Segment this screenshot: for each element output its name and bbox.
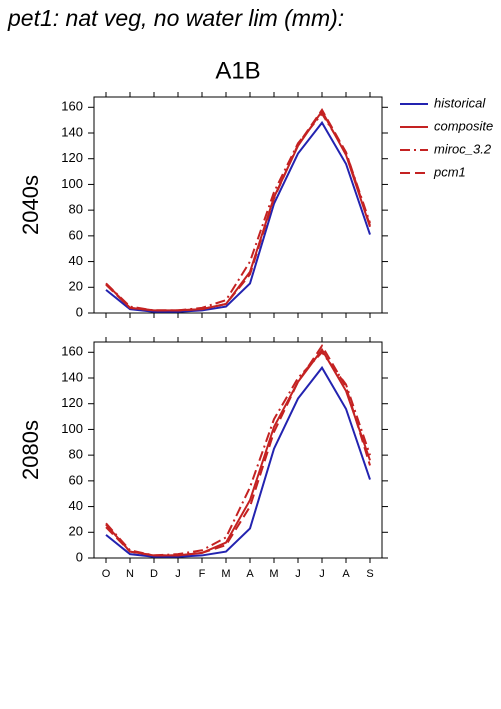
series-line bbox=[105, 343, 371, 557]
legend-label: miroc_3.2 bbox=[434, 141, 492, 156]
y-axis-label: 2080s bbox=[18, 420, 43, 480]
page-title: pet1: nat veg, no water lim (mm): bbox=[7, 5, 344, 31]
y-tick-label: 0 bbox=[76, 304, 83, 319]
y-tick-label: 100 bbox=[61, 176, 83, 191]
x-tick-label: J bbox=[175, 568, 181, 580]
y-tick-label: 140 bbox=[61, 124, 83, 139]
x-tick-label: J bbox=[295, 568, 301, 580]
legend-label: pcm1 bbox=[433, 164, 466, 179]
series-line bbox=[105, 365, 371, 558]
legend-label: composite bbox=[434, 118, 493, 133]
x-tick-label: A bbox=[246, 568, 254, 580]
y-tick-label: 60 bbox=[69, 472, 83, 487]
x-tick-label: A bbox=[342, 568, 350, 580]
y-tick-label: 120 bbox=[61, 150, 83, 165]
y-tick-label: 40 bbox=[69, 253, 83, 268]
legend-label: historical bbox=[434, 95, 486, 110]
y-axis-label: 2040s bbox=[18, 175, 43, 235]
y-tick-label: 20 bbox=[69, 279, 83, 294]
series-line bbox=[105, 109, 371, 312]
x-tick-label: S bbox=[366, 568, 373, 580]
y-tick-label: 100 bbox=[61, 421, 83, 436]
y-tick-label: 140 bbox=[61, 369, 83, 384]
x-tick-label: J bbox=[319, 568, 325, 580]
y-tick-label: 60 bbox=[69, 227, 83, 242]
x-tick-label: M bbox=[269, 568, 278, 580]
x-tick-label: O bbox=[102, 568, 111, 580]
x-tick-label: M bbox=[221, 568, 230, 580]
x-tick-label: F bbox=[199, 568, 206, 580]
x-tick-label: N bbox=[126, 568, 134, 580]
x-tick-label: D bbox=[150, 568, 158, 580]
y-tick-label: 80 bbox=[69, 202, 83, 217]
y-tick-label: 40 bbox=[69, 498, 83, 513]
scenario-title: A1B bbox=[215, 57, 260, 84]
series-line bbox=[105, 107, 371, 312]
series-line bbox=[105, 350, 371, 557]
plot-frame bbox=[93, 96, 383, 314]
y-tick-label: 80 bbox=[69, 447, 83, 462]
y-tick-label: 20 bbox=[69, 524, 83, 539]
y-tick-label: 160 bbox=[61, 344, 83, 359]
series-line bbox=[105, 120, 371, 313]
y-tick-label: 160 bbox=[61, 99, 83, 114]
y-tick-label: 120 bbox=[61, 395, 83, 410]
plot-frame bbox=[93, 341, 383, 559]
y-tick-label: 0 bbox=[76, 549, 83, 564]
series-line bbox=[105, 111, 371, 312]
